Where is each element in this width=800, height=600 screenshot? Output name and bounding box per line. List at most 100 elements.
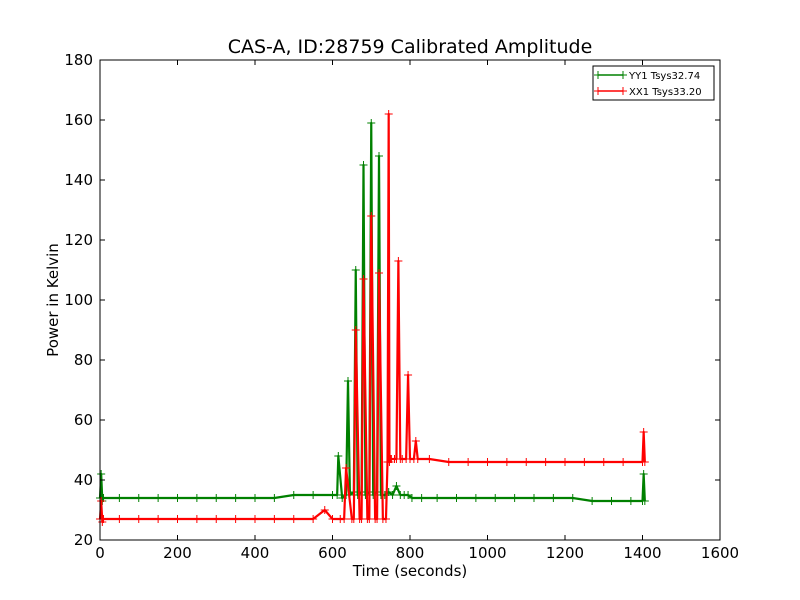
data-point	[270, 515, 279, 523]
y-tick-label: 80	[74, 351, 93, 369]
data-point	[549, 494, 558, 502]
x-tick-label: 400	[241, 544, 270, 562]
data-point	[251, 494, 259, 502]
series-layer	[96, 110, 649, 526]
data-point	[309, 491, 318, 499]
legend-box	[592, 65, 715, 101]
data-point	[417, 494, 426, 502]
data-point	[359, 275, 368, 283]
data-point	[97, 497, 106, 505]
data-point	[359, 161, 368, 169]
data-point	[340, 515, 349, 523]
series-line	[98, 112, 646, 524]
data-point	[375, 152, 383, 160]
legend-label: YY1 Tsys32.74	[628, 71, 700, 82]
plot-frame	[99, 59, 721, 541]
data-point	[289, 491, 298, 499]
data-point	[344, 377, 352, 385]
data-point	[530, 494, 538, 502]
data-point	[510, 494, 519, 502]
y-tick-label: 60	[74, 411, 93, 429]
data-point	[367, 119, 376, 127]
data-point	[270, 494, 279, 502]
chart-title: CAS-A, ID:28759 Calibrated Amplitude	[228, 36, 593, 58]
x-tick-label: 600	[318, 544, 347, 562]
data-point	[154, 494, 163, 502]
data-point	[522, 458, 531, 466]
y-tick-label: 40	[74, 471, 93, 489]
data-point	[320, 506, 329, 514]
data-point	[115, 515, 124, 523]
data-point	[394, 257, 403, 265]
data-point	[404, 371, 413, 379]
data-point	[626, 497, 635, 505]
data-point	[251, 515, 259, 523]
x-tick-label: 1600	[701, 544, 739, 562]
data-point	[212, 494, 221, 502]
legend-marker	[594, 71, 627, 79]
y-tick-label: 140	[64, 171, 93, 189]
data-point	[154, 515, 163, 523]
data-point	[580, 458, 589, 466]
data-point	[328, 515, 337, 523]
data-point	[351, 266, 360, 274]
data-point	[333, 491, 342, 499]
data-point	[640, 458, 649, 466]
y-tick-label: 180	[64, 51, 93, 69]
data-point	[619, 458, 628, 466]
data-point	[334, 452, 343, 460]
x-tick-label: 800	[396, 544, 425, 562]
legend-marker	[594, 87, 627, 95]
data-point	[173, 494, 182, 502]
data-point	[381, 515, 390, 523]
data-point	[413, 455, 422, 463]
data-point	[561, 458, 569, 466]
data-point	[491, 494, 500, 502]
data-point	[433, 494, 442, 502]
y-tick-label: 120	[64, 231, 93, 249]
x-tick-label: 1000	[468, 544, 506, 562]
legend-entry: XX1 Tsys33.20	[594, 87, 702, 98]
legend: YY1 Tsys32.74 XX1 Tsys33.20	[592, 65, 715, 101]
data-point	[464, 458, 473, 466]
data-point	[388, 491, 397, 499]
data-point	[192, 515, 201, 523]
data-point	[384, 110, 393, 118]
data-point	[599, 458, 608, 466]
data-point	[231, 494, 240, 502]
y-tick-label: 100	[64, 291, 93, 309]
legend-label: XX1 Tsys33.20	[629, 87, 702, 98]
data-point	[411, 437, 420, 445]
data-point	[351, 326, 360, 334]
data-point	[231, 515, 240, 523]
data-point	[134, 515, 143, 523]
data-point	[367, 212, 376, 220]
data-point	[502, 458, 511, 466]
data-point	[407, 494, 416, 502]
data-point	[640, 497, 649, 505]
legend-entry: YY1 Tsys32.74	[594, 71, 700, 82]
data-point	[568, 494, 577, 502]
data-point	[97, 470, 106, 478]
data-point	[212, 515, 221, 523]
data-point	[115, 494, 124, 502]
x-tick-label: 1200	[546, 544, 584, 562]
data-point	[392, 482, 401, 490]
data-point	[541, 458, 550, 466]
data-point	[173, 515, 182, 523]
data-point	[289, 515, 298, 523]
data-point	[99, 515, 108, 523]
x-tick-label: 200	[163, 544, 192, 562]
data-point	[452, 494, 461, 502]
data-point	[375, 269, 383, 277]
data-point	[425, 455, 434, 463]
data-point	[192, 494, 201, 502]
ticks-layer: 0 200 400 600 800 1000 1200 1400 1600 20 40 60 80 100…	[64, 51, 739, 562]
data-point	[309, 515, 318, 523]
series-2	[96, 110, 649, 526]
data-point	[471, 494, 480, 502]
data-point	[639, 470, 648, 478]
data-point	[483, 458, 492, 466]
data-point	[342, 464, 351, 472]
